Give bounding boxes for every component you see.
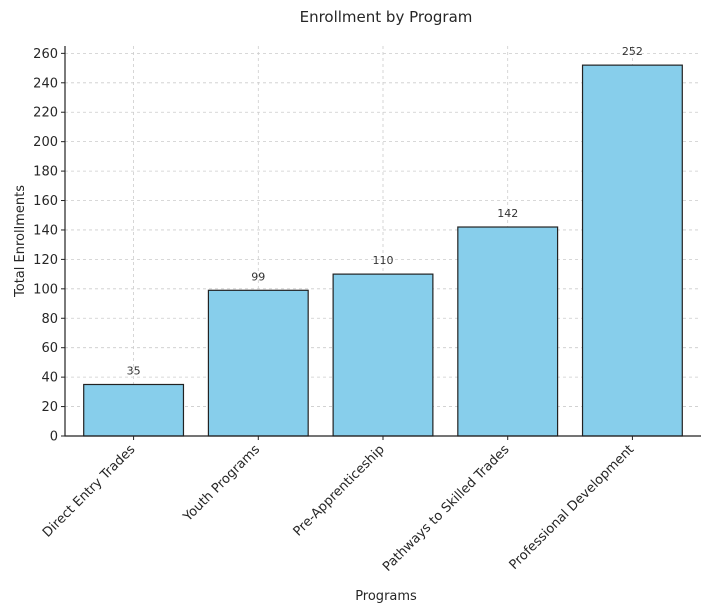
y-tick-label: 180	[33, 165, 58, 180]
y-tick-label: 40	[41, 371, 58, 386]
y-tick-label: 240	[33, 76, 58, 91]
y-axis-label: Total Enrollments	[13, 185, 28, 298]
x-axis-label: Programs	[355, 589, 417, 604]
bars-layer	[83, 64, 683, 437]
y-tick-label: 140	[33, 223, 58, 238]
bar-value-label: 252	[622, 45, 643, 58]
y-tick-label: 200	[33, 135, 58, 150]
y-tick-label: 80	[41, 312, 58, 327]
data-labels: 35 99 110 142 252	[127, 45, 643, 377]
bar	[581, 64, 683, 437]
bar-value-label: 142	[497, 207, 518, 220]
x-tick-label: Professional Development	[507, 442, 638, 573]
y-tick-label: 120	[33, 253, 58, 268]
y-axis-ticks: 0 20 40 60 80 100 120 140 160 180 200 220 240 260	[33, 47, 65, 445]
y-tick-label: 60	[41, 341, 58, 356]
y-tick-label: 220	[33, 106, 58, 121]
x-tick-label: Pathways to Skilled Trades	[380, 442, 513, 575]
bar	[332, 273, 434, 437]
y-tick-label: 260	[33, 47, 58, 62]
chart-title: Enrollment by Program	[300, 8, 473, 26]
x-tick-label: Pre-Apprenticeship	[291, 442, 388, 539]
bar	[457, 226, 559, 437]
bar	[207, 289, 309, 437]
y-tick-label: 20	[41, 400, 58, 415]
bar	[83, 383, 185, 437]
bar-value-label: 35	[127, 364, 141, 377]
y-tick-label: 160	[33, 194, 58, 209]
y-tick-label: 0	[50, 430, 58, 445]
y-tick-label: 100	[33, 282, 58, 297]
x-tick-label: Youth Programs	[180, 442, 263, 525]
x-axis-ticks: Direct Entry Trades Youth Programs Pre-App…	[40, 436, 637, 575]
bar-value-label: 99	[251, 270, 265, 283]
bar-value-label: 110	[373, 254, 394, 267]
x-tick-label: Direct Entry Trades	[40, 442, 139, 541]
